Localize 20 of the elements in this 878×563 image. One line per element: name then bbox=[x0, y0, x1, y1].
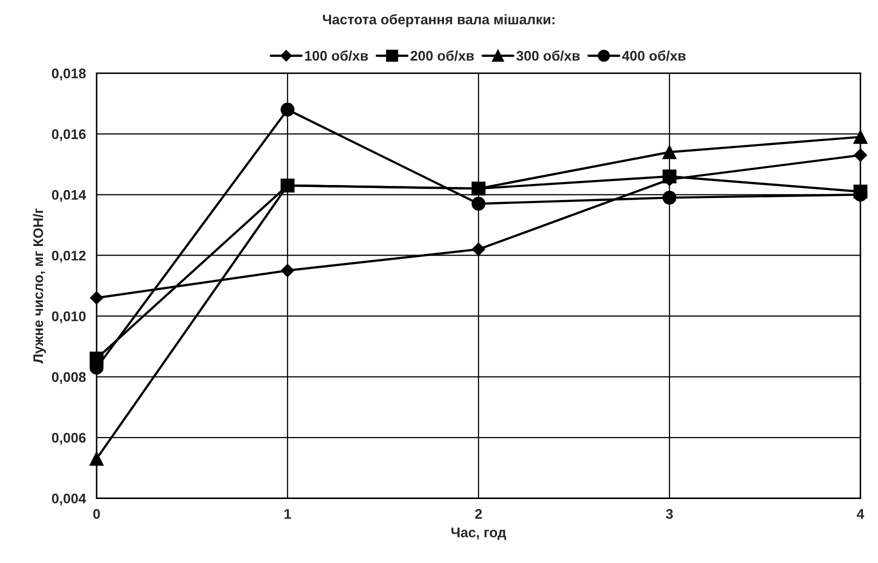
legend-label: 400 об/хв bbox=[622, 50, 686, 61]
chart-title: Частота обертання вала мішалки: bbox=[322, 14, 554, 28]
legend-label: 300 об/хв bbox=[516, 50, 580, 61]
y-tick-label: 0,012 bbox=[52, 250, 86, 263]
x-tick-label: 0 bbox=[93, 509, 100, 519]
x-tick-label: 4 bbox=[856, 509, 864, 519]
y-tick-label: 0,008 bbox=[52, 372, 86, 384]
x-tick-label: 2 bbox=[475, 509, 482, 519]
y-tick-label: 0,014 bbox=[52, 190, 86, 202]
y-tick-label: 0,006 bbox=[52, 432, 86, 445]
x-axis-title: Час, год bbox=[451, 528, 506, 540]
x-tick-label: 1 bbox=[284, 509, 292, 519]
x-tick-label: 3 bbox=[666, 509, 673, 519]
y-tick-label: 0,018 bbox=[52, 68, 86, 80]
y-tick-label: 0,016 bbox=[52, 129, 86, 142]
legend-label: 100 об/хв bbox=[305, 50, 368, 61]
y-tick-label: 0,010 bbox=[52, 311, 86, 324]
legend-label: 200 об/хв bbox=[410, 50, 474, 61]
y-axis-title: Лужне число, мг КОН/г bbox=[32, 208, 46, 364]
y-tick-label: 0,004 bbox=[52, 494, 86, 506]
